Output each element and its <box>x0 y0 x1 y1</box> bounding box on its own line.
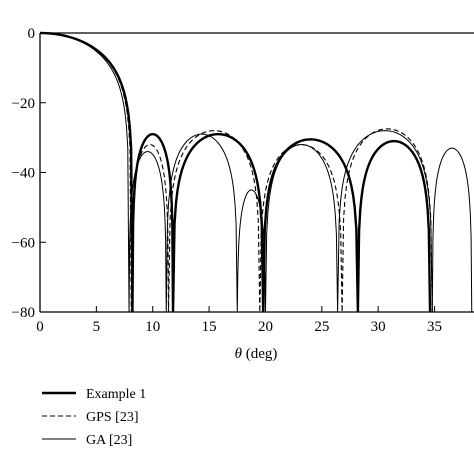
x-tick-label: 30 <box>371 319 386 335</box>
legend-label-1: Example 1 <box>86 387 146 402</box>
legend-label-2: GPS [23] <box>86 410 139 425</box>
y-tick-label: −80 <box>12 305 35 321</box>
plot-area <box>39 31 474 313</box>
x-tick-label: 10 <box>145 319 160 335</box>
x-axis-title: θ (deg) <box>235 346 278 362</box>
series-line-3 <box>40 32 473 312</box>
y-tick-label: −60 <box>12 235 35 251</box>
series-line-2 <box>40 32 433 312</box>
legend-label-3: GA [23] <box>86 433 132 448</box>
axis-ticks: 0 5 10 15 20 25 30 35 0 −20 −40 −60 −80 <box>12 26 443 335</box>
series-line-1 <box>40 31 432 312</box>
y-tick-label: 0 <box>28 26 36 42</box>
x-tick-label: 0 <box>36 319 44 335</box>
legend: Example 1 GPS [23] GA [23] <box>42 387 146 448</box>
x-tick-label: 25 <box>314 319 329 335</box>
x-tick-label: 35 <box>427 319 442 335</box>
y-tick-label: −20 <box>12 96 35 112</box>
x-tick-label: 15 <box>202 319 217 335</box>
x-tick-label: 5 <box>93 319 101 335</box>
x-tick-label: 20 <box>258 319 273 335</box>
y-tick-label: −40 <box>12 166 35 182</box>
